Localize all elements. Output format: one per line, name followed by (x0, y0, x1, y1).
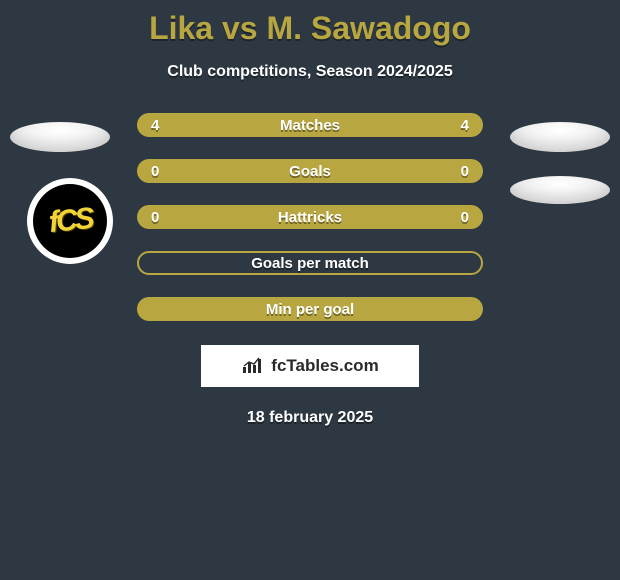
bar-chart-icon (241, 357, 263, 375)
stat-label: Goals per match (251, 255, 369, 272)
stat-right-value: 4 (461, 117, 469, 134)
club-right-placeholder (510, 176, 610, 204)
stat-row-goals: 0 Goals 0 (137, 159, 483, 183)
club-left-badge: fCS (27, 178, 113, 264)
stat-right-value: 0 (461, 163, 469, 180)
stat-label: Min per goal (266, 301, 354, 318)
club-badge-text: fCS (47, 202, 93, 240)
stat-left-value: 0 (151, 209, 159, 226)
stat-row-matches: 4 Matches 4 (137, 113, 483, 137)
stat-label: Hattricks (278, 209, 342, 226)
stat-right-value: 0 (461, 209, 469, 226)
date-label: 18 february 2025 (0, 409, 620, 427)
page-title: Lika vs M. Sawadogo (0, 0, 620, 47)
fctables-text: fcTables.com (271, 356, 378, 376)
stat-left-value: 4 (151, 117, 159, 134)
player-right-placeholder (510, 122, 610, 152)
stat-left-value: 0 (151, 163, 159, 180)
stat-label: Matches (280, 117, 340, 134)
subtitle: Club competitions, Season 2024/2025 (0, 63, 620, 81)
stat-row-goals-per-match: Goals per match (137, 251, 483, 275)
fctables-logo: fcTables.com (201, 345, 419, 387)
player-left-placeholder (10, 122, 110, 152)
stat-row-hattricks: 0 Hattricks 0 (137, 205, 483, 229)
club-badge-inner: fCS (33, 184, 107, 258)
stat-label: Goals (289, 163, 331, 180)
stat-row-min-per-goal: Min per goal (137, 297, 483, 321)
